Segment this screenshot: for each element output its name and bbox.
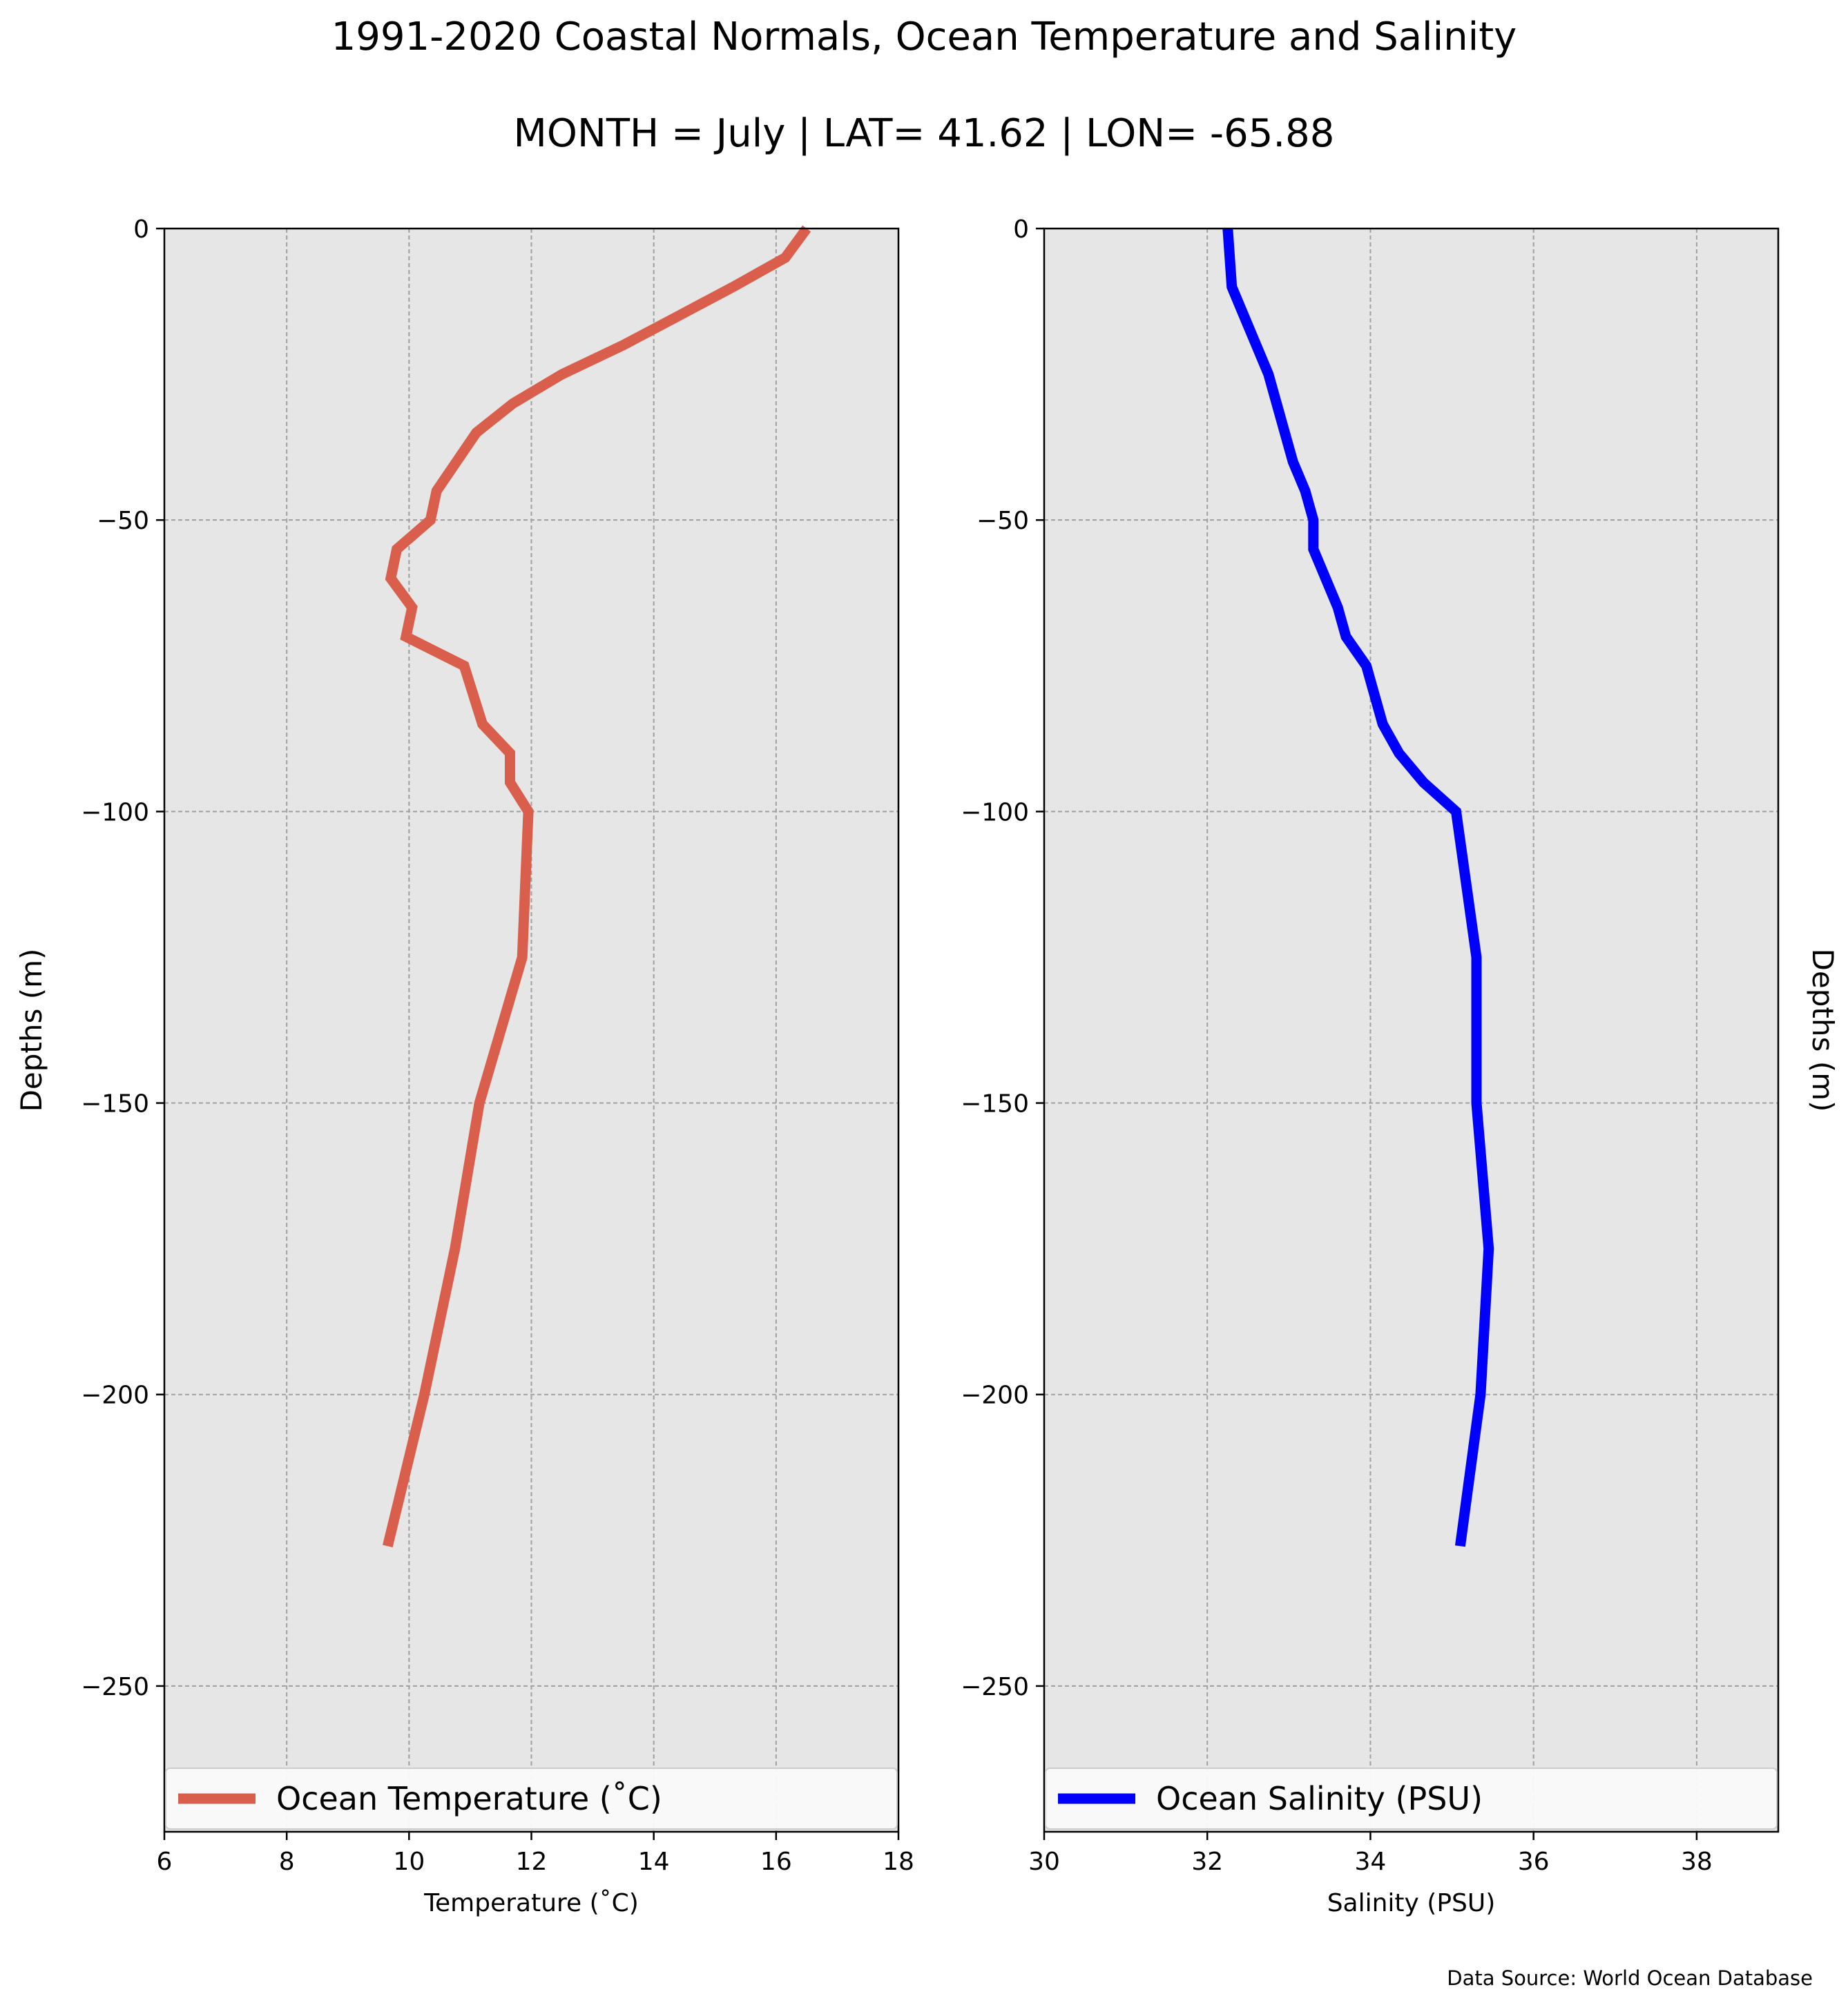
x-axis-label: Temperature (˚C) [423, 1889, 639, 1917]
x-tick-label: 36 [1518, 1848, 1550, 1876]
y-axis-label: Depths (m) [15, 949, 48, 1112]
x-tick-label: 16 [760, 1848, 792, 1876]
y-tick-label: −100 [961, 798, 1029, 826]
y-tick-label: 0 [1013, 215, 1029, 244]
legend: Ocean Temperature (˚C) [165, 1768, 898, 1830]
x-tick-label: 32 [1191, 1848, 1223, 1876]
x-tick-label: 10 [393, 1848, 425, 1876]
temperature-panel: 0 −50 −100 −150 −200 −250 6 8 10 12 14 16 18 Temperat… [15, 215, 914, 1917]
axes-frame [1043, 227, 1780, 1833]
legend-label: Ocean Salinity (PSU) [1156, 1780, 1483, 1817]
y-tick-label: −250 [81, 1673, 149, 1701]
figure-subtitle: MONTH = July | LAT= 41.62 | LON= -65.88 [514, 111, 1335, 156]
y-tick-label: −100 [81, 798, 149, 826]
series-line [1222, 228, 1494, 1547]
y-tick-label: −250 [961, 1673, 1029, 1701]
x-tick-label: 14 [638, 1848, 670, 1876]
y-tick-label: −150 [81, 1090, 149, 1119]
x-tick-label: 12 [516, 1848, 548, 1876]
data-source-note: Data Source: World Ocean Database [1447, 1966, 1813, 1990]
y-tick-label: −200 [81, 1382, 149, 1410]
series-line [383, 225, 811, 1548]
y-tick-label: −200 [961, 1382, 1029, 1410]
x-tick-label: 38 [1681, 1848, 1713, 1876]
x-tick-label: 6 [157, 1848, 173, 1876]
y-axis-label: Depths (m) [1806, 949, 1840, 1112]
legend-box [165, 1768, 898, 1830]
x-tick-label: 18 [883, 1848, 914, 1876]
y-tick-label: 0 [133, 215, 149, 244]
legend: Ocean Salinity (PSU) [1045, 1768, 1778, 1830]
x-tick-label: 34 [1355, 1848, 1387, 1876]
figure-title: 1991-2020 Coastal Normals, Ocean Tempera… [331, 14, 1517, 59]
plot-area [1044, 229, 1778, 1832]
x-tick-label: 8 [279, 1848, 295, 1876]
y-tick-label: −150 [961, 1090, 1029, 1119]
legend-box [1045, 1768, 1778, 1830]
legend-label: Ocean Temperature (˚C) [276, 1780, 662, 1817]
x-tick-label: 30 [1028, 1848, 1060, 1876]
x-axis-label: Salinity (PSU) [1327, 1889, 1496, 1917]
y-tick-label: −50 [976, 507, 1029, 535]
salinity-panel: 0 −50 −100 −150 −200 −250 30 32 34 36 38 Salinity (… [961, 215, 1840, 1917]
y-tick-label: −50 [97, 507, 149, 535]
